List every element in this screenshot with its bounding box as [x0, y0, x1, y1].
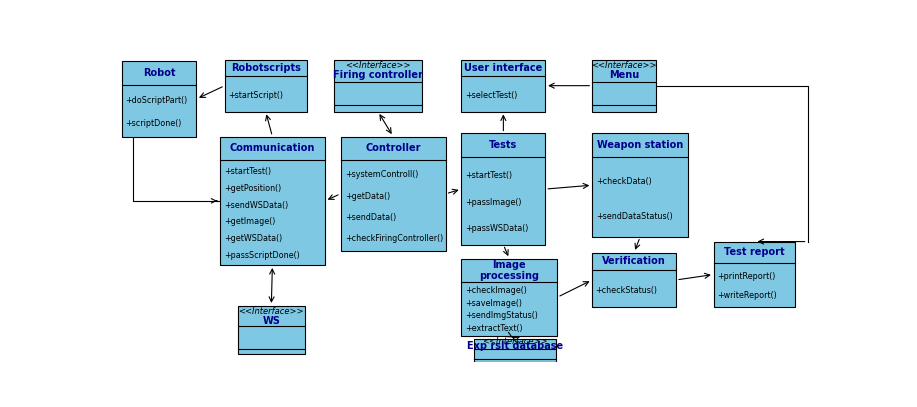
Text: +writeReport(): +writeReport() — [717, 291, 777, 300]
Text: Test report: Test report — [724, 247, 785, 257]
Text: +checkFiringController(): +checkFiringController() — [345, 234, 443, 243]
Text: +startTest(): +startTest() — [465, 171, 512, 180]
Text: +printReport(): +printReport() — [717, 272, 776, 281]
Text: Tests: Tests — [490, 140, 517, 150]
Text: Controller: Controller — [366, 143, 421, 153]
Text: +startTest(): +startTest() — [224, 167, 271, 176]
Text: Robot: Robot — [143, 68, 175, 78]
Bar — [461, 259, 558, 336]
Text: +saveImage(): +saveImage() — [465, 299, 523, 308]
Text: +getImage(): +getImage() — [224, 217, 275, 226]
Text: +extractText(): +extractText() — [465, 324, 523, 333]
Text: +selectTest(): +selectTest() — [465, 91, 517, 100]
Text: +sendData(): +sendData() — [345, 213, 396, 222]
Bar — [340, 137, 446, 251]
Bar — [461, 60, 546, 112]
Text: +sendWSData(): +sendWSData() — [224, 201, 288, 210]
Text: +passImage(): +passImage() — [465, 198, 521, 207]
Bar — [220, 137, 325, 265]
Text: +checkStatus(): +checkStatus() — [595, 286, 657, 295]
Bar — [334, 60, 423, 112]
Text: +sendImgStatus(): +sendImgStatus() — [465, 311, 538, 320]
Bar — [713, 242, 795, 307]
Text: +sendDataStatus(): +sendDataStatus() — [596, 212, 673, 221]
Text: +scriptDone(): +scriptDone() — [125, 118, 181, 128]
Text: Weapon station: Weapon station — [597, 140, 683, 150]
Bar — [592, 133, 688, 237]
Text: <<Interface>>: <<Interface>> — [345, 61, 411, 70]
Bar — [461, 133, 546, 245]
Text: WS: WS — [262, 315, 281, 326]
Bar — [225, 60, 306, 112]
Bar — [122, 61, 196, 137]
Text: +getData(): +getData() — [345, 192, 390, 201]
Text: <<Interface>>: <<Interface>> — [482, 337, 547, 346]
Text: Exp rslt database: Exp rslt database — [467, 341, 563, 351]
Text: Communication: Communication — [229, 143, 315, 153]
Text: +checkData(): +checkData() — [596, 177, 652, 186]
Bar — [238, 306, 305, 354]
Text: Robotscripts: Robotscripts — [231, 63, 301, 73]
Text: +checkImage(): +checkImage() — [465, 287, 527, 295]
Text: +systemControll(): +systemControll() — [345, 171, 418, 179]
Text: Menu: Menu — [609, 70, 639, 81]
Text: Image
processing: Image processing — [480, 260, 539, 281]
Text: +getWSData(): +getWSData() — [224, 234, 282, 243]
Text: +passWSData(): +passWSData() — [465, 224, 528, 233]
Text: <<Interface>>: <<Interface>> — [591, 61, 657, 70]
Bar — [592, 60, 657, 112]
Text: Firing controller: Firing controller — [333, 70, 423, 81]
Text: +getPosition(): +getPosition() — [224, 184, 282, 193]
Text: Verification: Verification — [602, 256, 666, 266]
Text: +passScriptDone(): +passScriptDone() — [224, 251, 300, 260]
Text: <<Interface>>: <<Interface>> — [238, 307, 304, 316]
Text: User interface: User interface — [464, 63, 543, 73]
Text: +doScriptPart(): +doScriptPart() — [125, 96, 187, 105]
Bar — [592, 252, 676, 307]
Bar — [474, 339, 556, 362]
Text: +startScript(): +startScript() — [228, 91, 283, 100]
